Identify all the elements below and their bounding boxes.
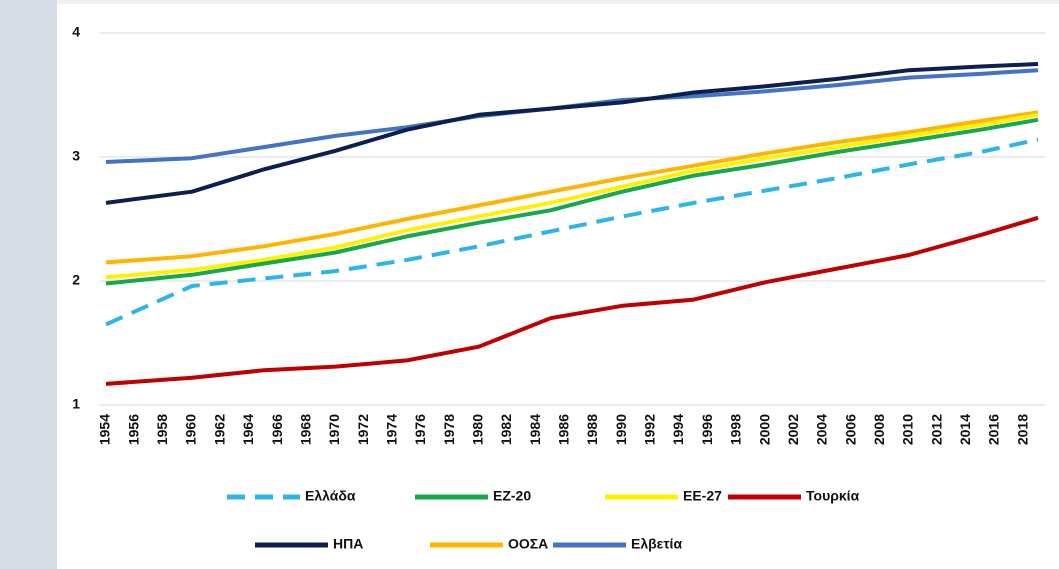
x-tick-label: 1972 [355, 414, 371, 445]
x-tick-label: 1988 [584, 414, 600, 445]
x-tick-label: 2014 [957, 414, 973, 445]
x-tick-label: 1960 [183, 414, 199, 445]
legend-label: ΕΕ-27 [683, 488, 722, 504]
legend-label: Τουρκία [806, 488, 860, 504]
legend-label: ΕΖ-20 [493, 488, 531, 504]
x-tick-label: 1990 [613, 414, 629, 445]
legend-label: Ελλάδα [305, 488, 356, 504]
x-tick-label: 2006 [842, 414, 858, 445]
x-tick-label: 1978 [441, 414, 457, 445]
x-tick-label: 1968 [297, 414, 313, 445]
series-line [105, 117, 1039, 286]
series-line [105, 137, 1039, 327]
y-tick-label: 4 [72, 24, 80, 40]
x-tick-label: 1992 [642, 414, 658, 445]
x-tick-label: 2002 [785, 414, 801, 445]
x-tick-label: 1994 [670, 414, 686, 445]
x-tick-label: 1970 [326, 414, 342, 445]
x-tick-label: 2010 [900, 414, 916, 445]
legend-label: ΟΟΣΑ [508, 536, 548, 552]
series-line [105, 215, 1039, 386]
x-tick-label: 1984 [527, 414, 543, 445]
x-tick-label: 1996 [699, 414, 715, 445]
legend-label: Ελβετία [631, 536, 682, 552]
x-tick-label: 2016 [986, 414, 1002, 445]
x-tick-label: 1966 [269, 414, 285, 445]
x-tick-label: 2018 [1014, 414, 1030, 445]
series-line [105, 62, 1039, 205]
x-tick-label: 1980 [470, 414, 486, 445]
x-tick-label: 1998 [728, 414, 744, 445]
x-tick-label: 1986 [556, 414, 572, 445]
x-tick-label: 1964 [240, 414, 256, 445]
x-tick-label: 2000 [756, 414, 772, 445]
x-tick-label: 1962 [211, 414, 227, 445]
x-tick-label: 1976 [412, 414, 428, 445]
y-tick-label: 2 [72, 272, 80, 288]
x-tick-label: 1974 [383, 414, 399, 445]
legend-label: ΗΠΑ [333, 536, 363, 552]
y-tick-label: 3 [72, 148, 80, 164]
series-line [105, 112, 1039, 280]
x-tick-label: 1956 [125, 414, 141, 445]
x-tick-label: 1954 [97, 414, 113, 445]
side-band [0, 0, 57, 569]
chart-area [57, 4, 1059, 569]
series-line [105, 110, 1039, 265]
y-tick-label: 1 [72, 396, 80, 412]
x-tick-label: 2008 [871, 414, 887, 445]
x-tick-label: 2004 [814, 414, 830, 445]
x-tick-label: 1958 [154, 414, 170, 445]
x-tick-label: 2012 [928, 414, 944, 445]
x-tick-label: 1982 [498, 414, 514, 445]
